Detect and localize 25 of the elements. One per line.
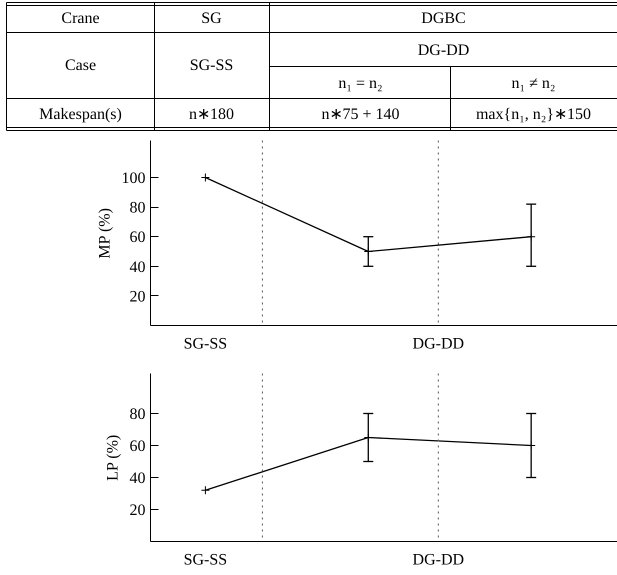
text: n∗180 — [189, 106, 234, 123]
text: DG-DD — [418, 42, 470, 59]
text: Case — [64, 57, 96, 74]
text: DG-DD — [412, 336, 464, 352]
y-tick-label: 20 — [130, 502, 146, 519]
y-tick-label: 60 — [130, 438, 146, 455]
y-tick-label: 100 — [122, 170, 146, 187]
y-axis-title: LP (%) — [104, 434, 122, 481]
text: max{n₁, n₂}∗150 — [476, 106, 592, 123]
text: SG-SS — [190, 57, 234, 74]
text: n∗75 + 140 — [321, 106, 400, 123]
y-tick-label: 40 — [130, 258, 146, 276]
y-tick-label: 20 — [130, 288, 146, 306]
y-tick-label: 40 — [130, 470, 146, 487]
y-axis-title: MP (%) — [96, 208, 114, 259]
y-tick-label: 60 — [130, 229, 146, 246]
text: n₁ = n₂ — [338, 75, 383, 92]
y-tick-label: 80 — [130, 200, 146, 217]
y-tick-label: 80 — [130, 406, 146, 423]
text: n₁ ≠ n₂ — [512, 75, 556, 92]
text: Makespan(s) — [39, 106, 122, 123]
text: Crane — [61, 10, 100, 27]
text: SG — [201, 10, 222, 27]
text: DGBC — [421, 10, 466, 27]
text: DG-DD — [412, 552, 464, 568]
